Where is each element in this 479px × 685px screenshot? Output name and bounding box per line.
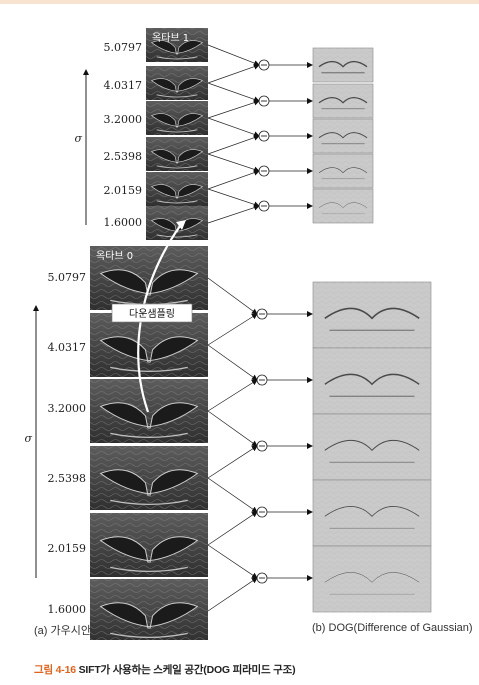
- octave1-dog-stack: [312, 47, 374, 224]
- octave0-dog-image-0: [312, 281, 432, 349]
- octave0-gaussian-image-5: [90, 579, 208, 640]
- octave1-scale-labels: 5.0797 4.0317 3.2000 2.5398 2.0159 1.6000: [104, 41, 143, 229]
- downsample-label: 다운샘플링: [129, 308, 175, 320]
- octave1-gaussian-image-1: [146, 66, 208, 100]
- octave0-scale-label-3: 2.5398: [48, 472, 87, 485]
- dog-pyramid-figure: σ σ 5.0797 4.0317 3.2000 2.5398 2.0159 1.6000…: [24, 28, 432, 640]
- octave0-dog-image-2: [312, 413, 432, 481]
- octave1-scale-label-4: 2.0159: [104, 184, 143, 197]
- octave1-gaussian-image-2: [146, 101, 208, 135]
- octave0-scale-labels: 5.0797 4.0317 3.2000 2.5398 2.0159 1.6000: [48, 271, 87, 616]
- octave0-scale-label-4: 2.0159: [48, 542, 87, 555]
- octave0-subtract-3: [207, 477, 313, 546]
- octave1-subtract-0: [207, 44, 313, 84]
- octave1-dog-image-4: [312, 188, 374, 224]
- octave0-scale-label-1: 4.0317: [48, 341, 87, 354]
- downsample-arrow: [137, 225, 181, 413]
- octave0-gaussian-image-3: [90, 446, 208, 510]
- octave1-gaussian-image-3: [146, 137, 208, 171]
- top-accent-bar: [0, 0, 479, 4]
- octave0-scale-label-0: 5.0797: [48, 271, 87, 284]
- octave1-scale-label-2: 3.2000: [104, 113, 143, 126]
- octave1-scale-label-0: 5.0797: [104, 41, 143, 54]
- figure-number: 그림 4-16: [34, 664, 76, 676]
- octave1-gaussian-image-4: [146, 172, 208, 206]
- octave0-subtract-0: [207, 277, 313, 346]
- figure-caption: 그림 4-16 SIFT가 사용하는 스케일 공간(DOG 피라미드 구조): [34, 662, 296, 677]
- octave1-dog-image-0: [312, 47, 374, 83]
- octave1-gaussian-stack: [146, 28, 208, 240]
- octave0-gaussian-image-4: [90, 513, 208, 577]
- octave0-dog-stack: [312, 281, 432, 613]
- octave0-gaussian-stack: [90, 246, 208, 640]
- octave0-gaussian-image-2: [90, 379, 208, 443]
- octave0-gaussian-image-0: [90, 246, 208, 310]
- octave1-scale-label-3: 2.5398: [104, 150, 143, 163]
- figure-caption-text: SIFT가 사용하는 스케일 공간(DOG 피라미드 구조): [78, 664, 296, 676]
- sigma-axis-label-octave1: σ: [74, 132, 82, 145]
- subtraction-connectors: [207, 44, 313, 612]
- octave0-subtract-4: [207, 544, 313, 612]
- octave1-subtract-4: [207, 188, 313, 224]
- subcaption-gaussian: (a) 가우시안: [34, 625, 91, 637]
- octave0-label: 옥타브 0: [96, 250, 133, 262]
- octave1-subtract-3: [207, 153, 313, 190]
- downsample-arrowhead: [176, 220, 186, 230]
- octave0-subtract-2: [207, 410, 313, 479]
- octave1-gaussian-image-0: [146, 28, 208, 62]
- subcaption-dog: (b) DOG(Difference of Gaussian): [312, 622, 473, 634]
- octave0-scale-label-5: 1.6000: [48, 603, 87, 616]
- octave0-dog-image-3: [312, 479, 432, 547]
- sigma-axis-label-octave0: σ: [24, 432, 32, 445]
- octave0-dog-image-1: [312, 347, 432, 415]
- octave1-dog-image-1: [312, 83, 374, 119]
- octave1-scale-label-1: 4.0317: [104, 79, 143, 92]
- octave1-scale-label-5: 1.6000: [104, 216, 143, 229]
- octave0-subtract-1: [207, 344, 313, 412]
- octave1-dog-image-2: [312, 118, 374, 154]
- octave0-scale-label-2: 3.2000: [48, 402, 87, 415]
- octave1-dog-image-3: [312, 153, 374, 189]
- octave1-subtract-1: [207, 82, 313, 119]
- octave0-gaussian-image-1: [90, 313, 208, 377]
- octave1-subtract-2: [207, 117, 313, 155]
- octave1-label: 옥타브 1: [152, 32, 189, 44]
- downsample-label-box: [111, 303, 193, 323]
- octave0-dog-image-4: [312, 545, 432, 613]
